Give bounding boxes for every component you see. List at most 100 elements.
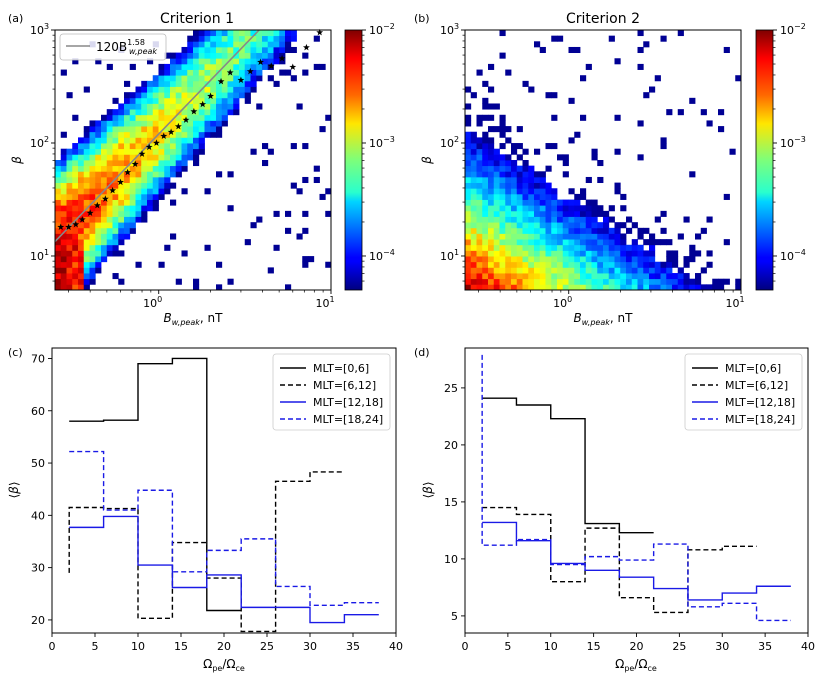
heatmap-cell bbox=[221, 86, 228, 93]
heatmap-cell bbox=[637, 284, 644, 291]
heatmap-cell bbox=[233, 69, 240, 76]
panel-label-a: (a) bbox=[8, 12, 23, 25]
heatmap-cell bbox=[580, 256, 587, 263]
heatmap-cell bbox=[193, 120, 200, 127]
heatmap-cell bbox=[488, 154, 495, 161]
heatmap-cell bbox=[204, 52, 211, 59]
heatmap-cell bbox=[516, 210, 523, 217]
heatmap-cell bbox=[233, 63, 240, 70]
heatmap-cell bbox=[135, 143, 142, 150]
heatmap-cell bbox=[129, 126, 136, 133]
heatmap-cell bbox=[233, 46, 240, 54]
heatmap-cell bbox=[124, 210, 131, 217]
heatmap-cell bbox=[210, 58, 217, 65]
heatmap-cell bbox=[164, 114, 171, 121]
heatmap-cell bbox=[574, 216, 581, 223]
heatmap-cell bbox=[585, 261, 592, 268]
heatmap-cell bbox=[210, 30, 217, 37]
heatmap-cell bbox=[591, 222, 598, 229]
heatmap-cell bbox=[198, 75, 205, 82]
heatmap-cell bbox=[643, 92, 650, 99]
heatmap-cell bbox=[193, 126, 200, 133]
heatmap-cell bbox=[181, 137, 188, 144]
heatmap-cell bbox=[147, 165, 154, 172]
heatmap-cell bbox=[585, 267, 592, 274]
heatmap-cell bbox=[499, 114, 506, 121]
heatmap-cell bbox=[551, 216, 558, 223]
heatmap-cell bbox=[83, 256, 90, 263]
heatmap-cell bbox=[522, 278, 529, 285]
x-tick-label-b: 101 bbox=[725, 295, 744, 310]
heatmap-cell bbox=[72, 205, 79, 212]
heatmap-cell bbox=[591, 148, 598, 155]
heatmap-cell bbox=[574, 199, 581, 206]
heatmap-cell bbox=[499, 216, 506, 223]
heatmap-cell bbox=[135, 182, 142, 189]
heatmap-cell bbox=[580, 75, 587, 82]
heatmap-cell bbox=[666, 109, 673, 116]
heatmap-cell bbox=[187, 75, 194, 82]
heatmap-cell bbox=[273, 52, 280, 59]
heatmap-cell bbox=[78, 273, 85, 280]
heatmap-cell bbox=[233, 35, 240, 42]
heatmap-cell bbox=[488, 182, 495, 189]
median-star bbox=[65, 223, 73, 231]
heatmap-cell bbox=[689, 284, 696, 291]
heatmap-cell bbox=[482, 80, 489, 87]
median-star bbox=[278, 54, 286, 62]
heatmap-cell bbox=[83, 250, 90, 257]
heatmap-cell bbox=[250, 30, 257, 37]
heatmap-cell bbox=[666, 256, 673, 263]
heatmap-cell bbox=[580, 284, 587, 291]
heatmap-cell bbox=[267, 46, 274, 54]
x-tick-label-c: 35 bbox=[346, 640, 360, 653]
heatmap-cell bbox=[551, 278, 558, 285]
heatmap-cell bbox=[614, 250, 621, 257]
heatmap-cell bbox=[262, 41, 269, 48]
heatmap-cell bbox=[112, 143, 119, 150]
heatmap-cell bbox=[72, 250, 79, 257]
heatmap-cell bbox=[55, 261, 62, 268]
heatmap-cell bbox=[216, 30, 223, 37]
heatmap-cell bbox=[221, 120, 228, 127]
heatmap-cell bbox=[488, 63, 495, 70]
heatmap-cell bbox=[210, 35, 217, 42]
heatmap-cell bbox=[545, 188, 552, 195]
heatmap-cell bbox=[488, 267, 495, 274]
heatmap-cell bbox=[499, 256, 506, 263]
heatmap-cell bbox=[545, 239, 552, 246]
heatmap-cell bbox=[112, 188, 119, 195]
heatmap-cell bbox=[256, 35, 263, 42]
heatmap-cell bbox=[700, 227, 707, 234]
heatmap-cell bbox=[244, 41, 251, 48]
heatmap-cell bbox=[66, 222, 73, 229]
heatmap-cell bbox=[227, 63, 234, 70]
heatmap-cell bbox=[580, 278, 587, 285]
heatmap-cell bbox=[164, 103, 171, 110]
heatmap-cell bbox=[285, 69, 292, 76]
heatmap-cell bbox=[141, 193, 148, 200]
heatmap-cell bbox=[505, 137, 512, 144]
heatmap-cell bbox=[626, 256, 633, 263]
heatmap-cell bbox=[193, 278, 200, 285]
heatmap-cell bbox=[643, 261, 650, 268]
heatmap-cell bbox=[568, 267, 575, 274]
heatmap-cell bbox=[689, 250, 696, 257]
heatmap-cell bbox=[78, 182, 85, 189]
heatmap-cell bbox=[66, 233, 73, 240]
heatmap-cell bbox=[700, 267, 707, 274]
heatmap-cell bbox=[129, 131, 136, 138]
x-axis-label-c: Ωpe/Ωce bbox=[203, 657, 245, 673]
heatmap-cell bbox=[170, 69, 177, 76]
heatmap-cell bbox=[534, 222, 541, 229]
y-tick-label-d: 25 bbox=[444, 382, 458, 395]
y-tick-label-d: 20 bbox=[444, 439, 458, 452]
heatmap-cell bbox=[210, 120, 217, 127]
heatmap-cell bbox=[175, 80, 182, 87]
heatmap-cell bbox=[106, 205, 113, 212]
heatmap-cell bbox=[83, 137, 90, 144]
heatmap-cell bbox=[597, 256, 604, 263]
heatmap-cell bbox=[718, 284, 725, 291]
heatmap-cell bbox=[193, 160, 200, 167]
